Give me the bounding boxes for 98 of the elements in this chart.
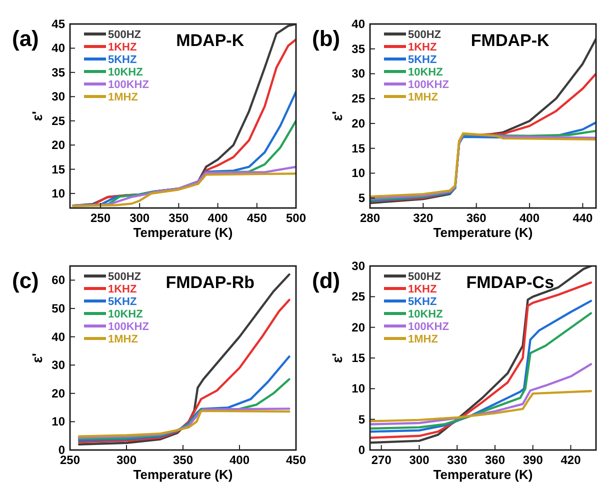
y-tick-label: 10 — [352, 166, 366, 180]
x-axis-title: Temperature (K) — [133, 467, 233, 482]
legend-label: 1KHZ — [408, 42, 438, 54]
legend-label: 100KHZ — [408, 321, 450, 333]
line-series — [78, 298, 290, 444]
legend-label: 5KHZ — [108, 296, 138, 308]
x-tick-label: 400 — [520, 211, 540, 225]
y-tick-label: 25 — [52, 114, 66, 128]
y-axis-title: ε' — [329, 111, 345, 121]
y-axis-title: ε' — [29, 353, 45, 363]
legend-label: 10KHZ — [408, 308, 444, 320]
y-axis-title: ε' — [329, 353, 345, 363]
x-tick-label: 320 — [413, 211, 434, 225]
x-tick-label: 360 — [484, 453, 506, 467]
line-series — [72, 166, 296, 207]
chart-title: MDAP-K — [176, 31, 245, 50]
legend-label: 100KHZ — [108, 321, 150, 333]
y-tick-label: 20 — [52, 386, 66, 400]
y-tick-label: 10 — [352, 382, 366, 396]
line-series — [78, 273, 290, 446]
chart-title: FMDAP-Rb — [166, 273, 255, 292]
x-axis-title: Temperature (K) — [433, 225, 533, 240]
y-tick-label: 40 — [52, 41, 66, 56]
line-series — [78, 378, 290, 440]
x-axis-title: Temperature (K) — [433, 467, 533, 482]
chart-title: FMDAP-K — [470, 31, 550, 50]
y-tick-label: 15 — [52, 162, 66, 176]
legend-label: 500HZ — [108, 29, 142, 41]
y-tick-label: 20 — [352, 320, 366, 334]
x-tick-label: 440 — [572, 211, 594, 225]
y-tick-label: 60 — [52, 273, 66, 288]
legend-label: 100KHZ — [408, 79, 450, 91]
legend-label: 1KHZ — [108, 42, 138, 54]
y-tick-label: 10 — [52, 186, 66, 200]
x-tick-label: 250 — [90, 211, 111, 225]
y-tick-label: 20 — [352, 116, 366, 130]
x-tick-label: 280 — [360, 211, 380, 225]
x-tick-label: 450 — [286, 453, 306, 467]
x-tick-label: 400 — [208, 211, 228, 225]
y-tick-label: 25 — [352, 290, 366, 304]
legend-label: 500HZ — [108, 271, 142, 283]
y-tick-label: 35 — [52, 65, 66, 80]
y-tick-label: 5 — [358, 412, 366, 426]
y-tick-label: 5 — [358, 191, 366, 206]
x-tick-label: 270 — [371, 453, 392, 467]
legend-label: 10KHZ — [408, 66, 444, 78]
legend-label: 1MHZ — [408, 92, 438, 104]
y-tick-label: 50 — [52, 301, 66, 316]
y-tick-label: 25 — [352, 92, 366, 106]
x-tick-label: 300 — [409, 453, 430, 467]
x-tick-label: 350 — [168, 211, 190, 225]
y-tick-label: 30 — [52, 358, 66, 372]
x-tick-label: 330 — [447, 453, 468, 467]
y-tick-label: 0 — [358, 443, 366, 457]
text: (c) — [12, 268, 39, 293]
y-tick-label: 20 — [52, 138, 66, 152]
legend-label: 100KHZ — [108, 79, 150, 91]
y-tick-label: 35 — [352, 42, 366, 56]
line-series — [72, 172, 296, 208]
legend-label: 5KHZ — [408, 54, 438, 66]
y-axis-title: ε' — [29, 111, 45, 121]
text: (b) — [312, 26, 340, 51]
legend-label: 1MHZ — [408, 334, 438, 346]
line-series — [370, 390, 592, 422]
legend-label: 1KHZ — [408, 284, 438, 296]
line-series — [370, 363, 592, 426]
legend-label: 500HZ — [408, 271, 442, 283]
x-tick-label: 350 — [172, 453, 194, 467]
x-tick-label: 300 — [130, 211, 150, 225]
legend-label: 10KHZ — [108, 66, 144, 78]
x-tick-label: 400 — [229, 453, 250, 467]
chart-title: FMDAP-Cs — [466, 273, 554, 292]
x-tick-label: 450 — [246, 211, 268, 225]
x-tick-label: 420 — [560, 453, 582, 467]
y-tick-label: 30 — [352, 66, 366, 81]
y-tick-label: 15 — [352, 141, 366, 156]
y-tick-label: 30 — [352, 259, 366, 273]
y-tick-label: 45 — [52, 17, 66, 31]
y-tick-label: 40 — [352, 17, 366, 31]
y-tick-label: 15 — [352, 351, 366, 365]
x-tick-label: 300 — [116, 453, 137, 467]
legend-label: 1MHZ — [108, 334, 138, 346]
legend-label: 10KHZ — [108, 308, 144, 320]
legend-label: 5KHZ — [108, 54, 138, 66]
x-tick-label: 360 — [466, 211, 487, 225]
y-tick-label: 10 — [52, 414, 66, 429]
y-tick-label: 40 — [52, 330, 66, 344]
text: (a) — [12, 26, 39, 51]
legend-label: 5KHZ — [408, 296, 438, 308]
legend-label: 1MHZ — [108, 92, 138, 104]
legend-label: 1KHZ — [108, 284, 138, 296]
x-tick-label: 500 — [286, 211, 306, 225]
line-series — [78, 355, 290, 442]
x-axis-title: Temperature (K) — [133, 225, 233, 240]
text: (d) — [312, 268, 340, 293]
x-tick-label: 390 — [522, 453, 544, 467]
legend-label: 500HZ — [408, 29, 442, 41]
y-tick-label: 30 — [52, 90, 66, 104]
